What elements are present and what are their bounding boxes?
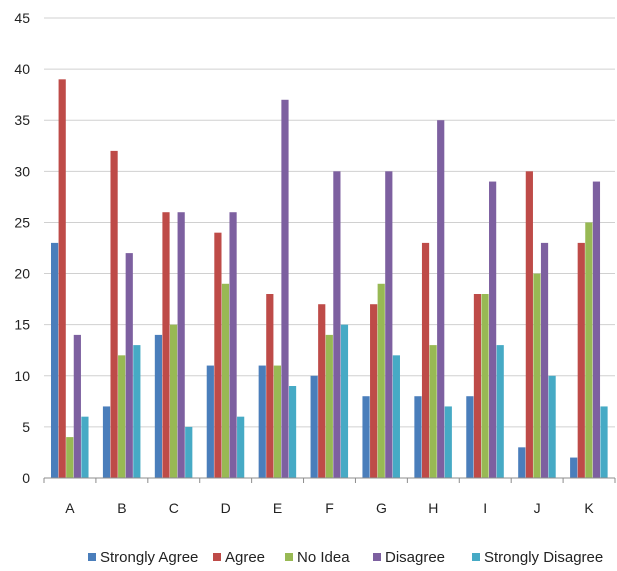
- bar-agree-g: [370, 304, 378, 478]
- bar-strongly-agree-i: [466, 396, 474, 478]
- bar-strongly-disagree-c: [185, 426, 193, 478]
- bar-strongly-disagree-b: [133, 345, 141, 478]
- bar-no-idea-g: [377, 283, 385, 478]
- bar-agree-a: [58, 79, 66, 478]
- bar-series: [51, 79, 608, 478]
- bar-no-idea-f: [325, 334, 333, 478]
- bar-disagree-j: [540, 242, 549, 478]
- y-tick-label: 25: [14, 214, 30, 230]
- legend-label-no-idea: No Idea: [297, 549, 350, 566]
- bar-strongly-agree-f: [310, 375, 318, 478]
- bar-disagree-d: [229, 212, 237, 478]
- bar-strongly-disagree-k: [600, 406, 608, 478]
- bar-disagree-b: [125, 253, 133, 478]
- legend-label-disagree: Disagree: [385, 549, 445, 566]
- y-tick-label: 10: [14, 368, 30, 384]
- bar-disagree-e: [281, 99, 289, 478]
- y-tick-label: 20: [14, 266, 30, 282]
- bar-strongly-disagree-g: [392, 355, 400, 478]
- x-tick-label: B: [117, 500, 126, 516]
- bar-disagree-i: [489, 181, 497, 478]
- bar-strongly-agree-k: [570, 457, 578, 478]
- x-axis: A B C D E F G H I J K: [43, 477, 616, 516]
- bar-strongly-agree-j: [518, 447, 526, 478]
- bar-disagree-a: [73, 334, 81, 478]
- legend: Strongly Agree Agree No Idea Disagree Strong…: [88, 549, 603, 566]
- bar-no-idea-a: [66, 437, 74, 478]
- bar-strongly-agree-g: [362, 396, 370, 478]
- bar-no-idea-d: [221, 283, 230, 478]
- x-tick-label: I: [483, 500, 487, 516]
- bar-agree-j: [525, 171, 533, 478]
- bar-strongly-agree-b: [102, 406, 111, 478]
- bar-disagree-k: [592, 181, 601, 478]
- bar-agree-f: [318, 304, 326, 478]
- y-tick-label: 0: [22, 470, 30, 486]
- legend-swatch-disagree: [373, 553, 381, 561]
- bar-no-idea-i: [481, 294, 489, 478]
- bar-no-idea-c: [169, 324, 178, 478]
- bar-agree-d: [214, 232, 222, 478]
- legend-label-agree: Agree: [225, 549, 265, 566]
- bar-agree-b: [110, 150, 118, 478]
- x-tick-label: G: [376, 500, 387, 516]
- y-tick-label: 5: [22, 419, 30, 435]
- bar-agree-k: [577, 242, 585, 478]
- legend-swatch-strongly-disagree: [472, 553, 480, 561]
- bar-agree-i: [473, 294, 482, 478]
- x-tick-label: E: [273, 500, 282, 516]
- legend-swatch-no-idea: [285, 553, 293, 561]
- bar-strongly-disagree-i: [496, 345, 504, 478]
- x-tick-label: C: [169, 500, 179, 516]
- bar-strongly-agree-d: [206, 365, 214, 478]
- x-tick-label: A: [65, 500, 75, 516]
- bar-strongly-disagree-j: [548, 375, 556, 478]
- legend-swatch-strongly-agree: [88, 553, 96, 561]
- legend-label-strongly-agree: Strongly Agree: [100, 549, 198, 566]
- bar-strongly-agree-c: [154, 334, 163, 478]
- y-tick-label: 35: [14, 112, 30, 128]
- y-axis: 0 5 10 15 20 25 30 35 40 45: [14, 10, 30, 486]
- y-tick-label: 15: [14, 317, 30, 333]
- bar-strongly-agree-h: [414, 396, 422, 478]
- bar-agree-h: [421, 242, 430, 478]
- legend-label-strongly-disagree: Strongly Disagree: [484, 549, 603, 566]
- x-tick-label: D: [221, 500, 231, 516]
- bar-disagree-g: [385, 171, 393, 478]
- bar-strongly-disagree-h: [444, 406, 452, 478]
- bar-agree-c: [162, 212, 170, 478]
- bar-strongly-disagree-d: [237, 416, 245, 478]
- bar-strongly-disagree-f: [340, 324, 349, 478]
- bar-no-idea-j: [533, 273, 541, 478]
- x-tick-label: F: [325, 500, 334, 516]
- bar-no-idea-k: [585, 222, 593, 478]
- x-tick-label: J: [534, 500, 541, 516]
- bar-strongly-disagree-e: [288, 386, 297, 478]
- bar-strongly-disagree-a: [81, 416, 89, 478]
- y-tick-label: 30: [14, 163, 30, 179]
- bar-disagree-h: [437, 120, 445, 478]
- legend-swatch-agree: [213, 553, 221, 561]
- y-tick-label: 45: [14, 10, 30, 26]
- bar-agree-e: [266, 294, 274, 478]
- bar-no-idea-e: [273, 365, 281, 478]
- bar-disagree-f: [333, 171, 341, 478]
- bar-disagree-c: [177, 212, 185, 478]
- bar-no-idea-h: [429, 345, 437, 478]
- x-tick-label: K: [584, 500, 594, 516]
- bar-strongly-agree-a: [51, 242, 59, 478]
- bar-strongly-agree-e: [258, 365, 266, 478]
- y-tick-label: 40: [14, 61, 30, 77]
- bar-no-idea-b: [118, 355, 126, 478]
- x-tick-label: H: [428, 500, 438, 516]
